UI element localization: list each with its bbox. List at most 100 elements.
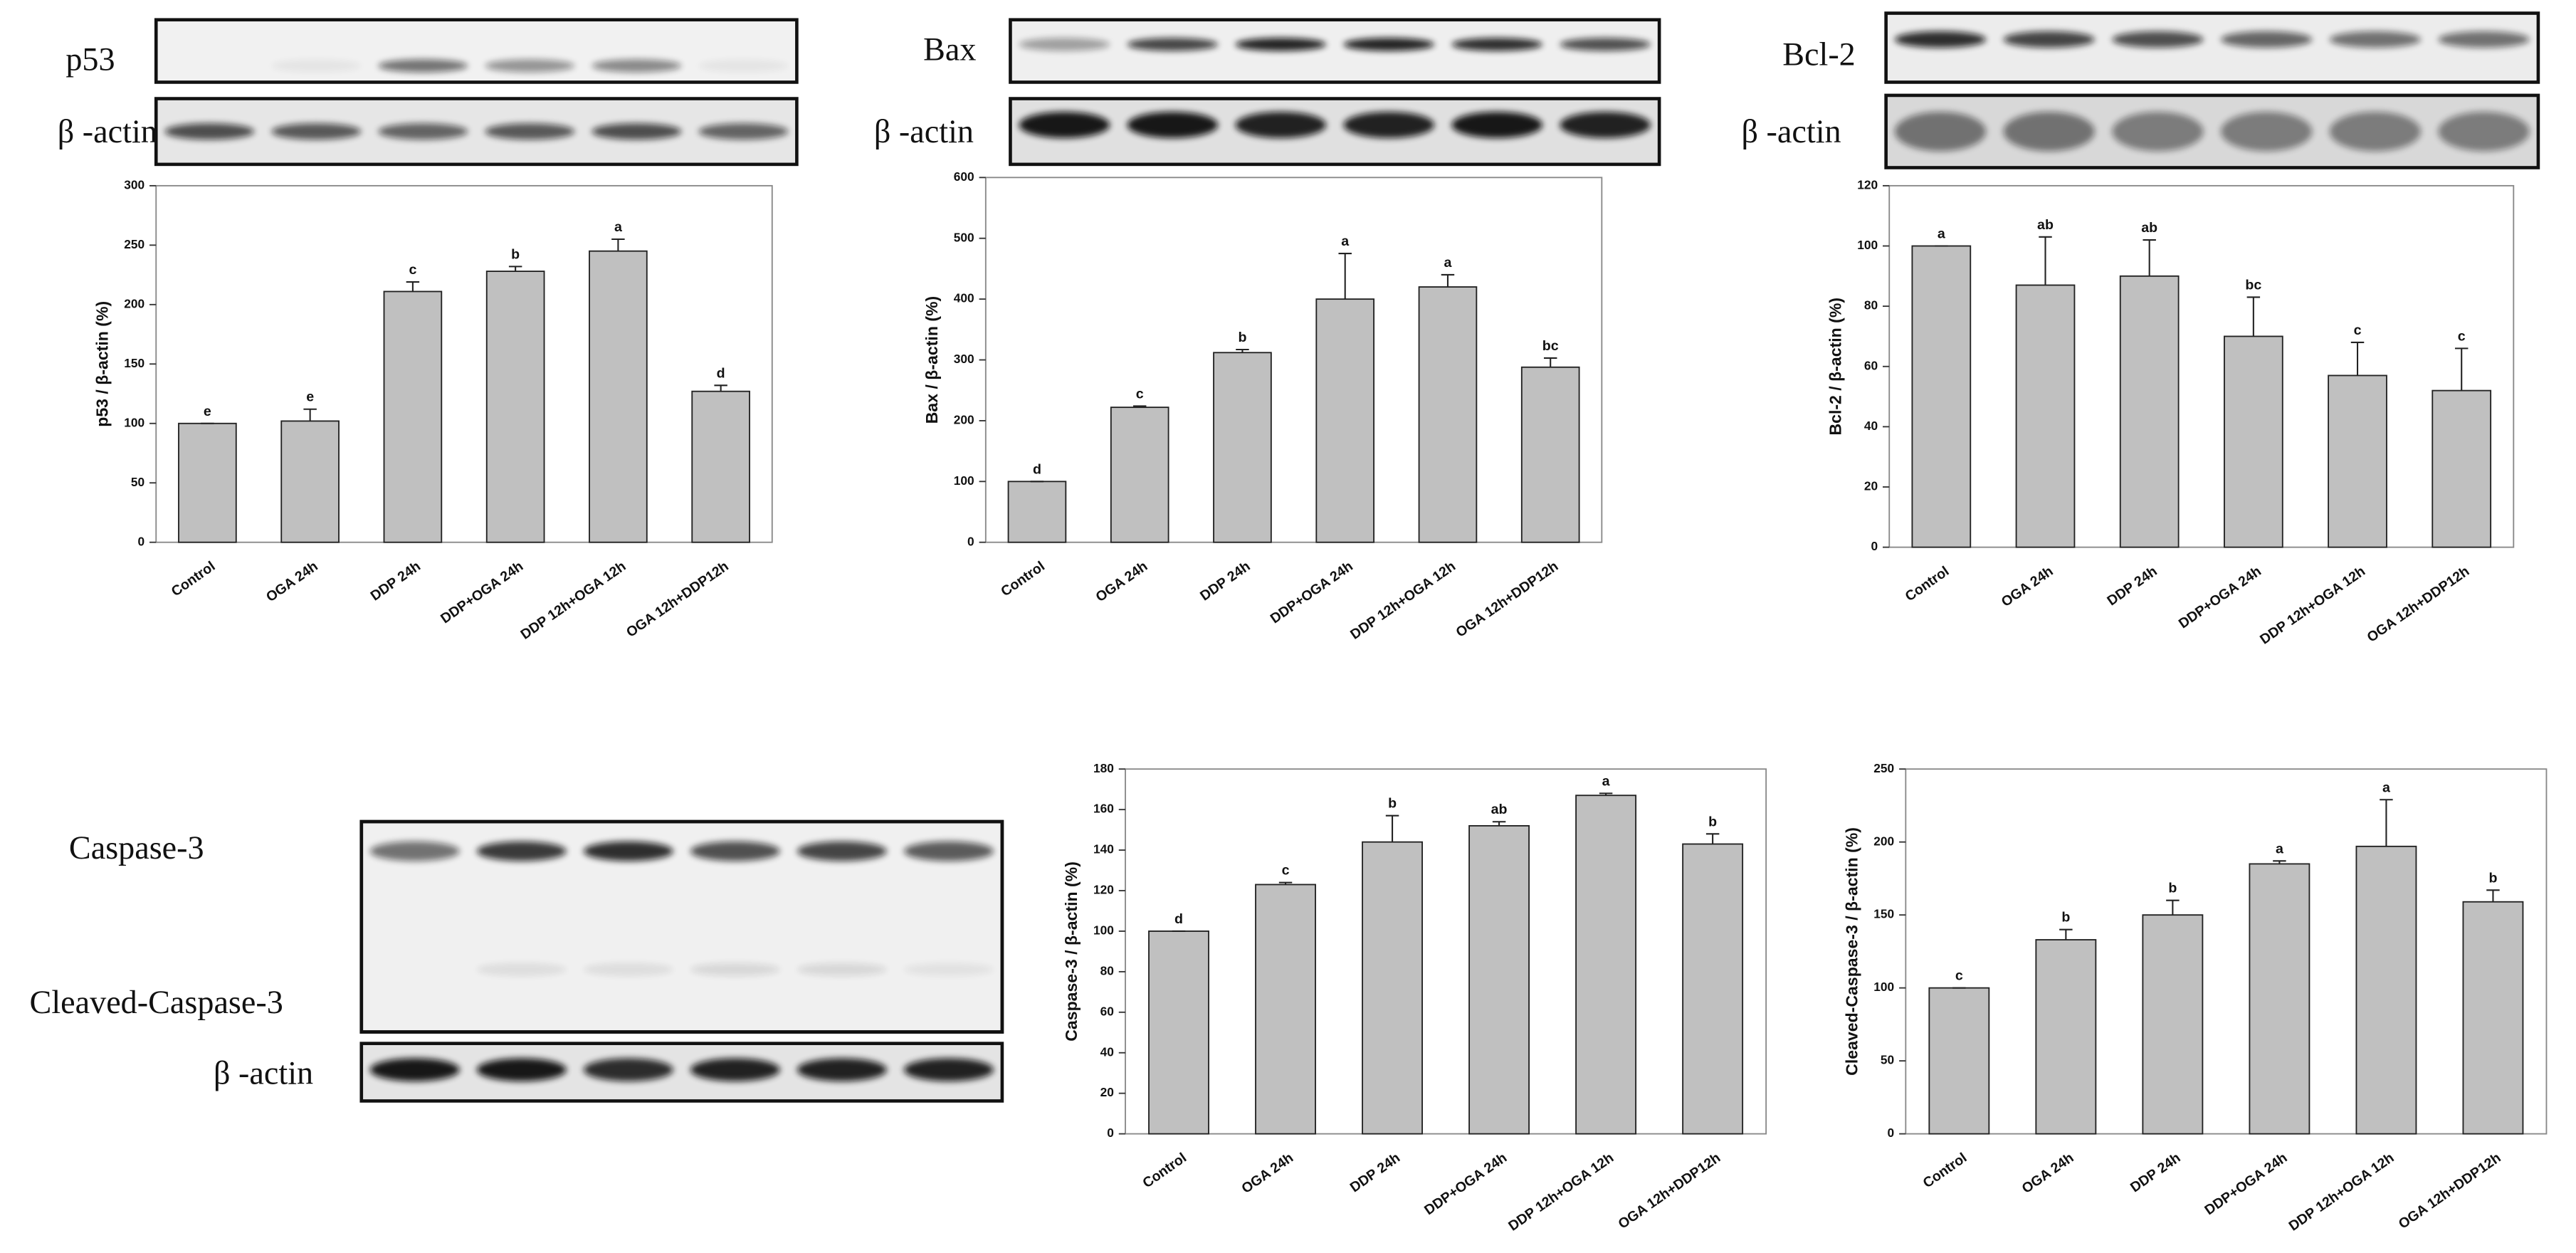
y-tick-label: 20 xyxy=(1100,1085,1114,1099)
x-tick-label: Control xyxy=(998,558,1048,599)
blot-frame xyxy=(154,97,799,167)
y-tick-label: 500 xyxy=(954,230,974,244)
x-tick-label: Control xyxy=(1920,1150,1970,1191)
bar xyxy=(383,290,443,543)
blot-frame xyxy=(1884,93,2540,169)
bar xyxy=(2015,284,2076,548)
blot-band xyxy=(476,963,567,977)
blot-frame xyxy=(1009,18,1661,84)
significance-letter: a xyxy=(2276,841,2284,856)
bar xyxy=(2142,914,2204,1135)
x-tick-label: DDP+OGA 24h xyxy=(2202,1150,2290,1218)
significance-letter: b xyxy=(2061,910,2070,926)
bar xyxy=(2035,939,2097,1135)
blot-label: p53 xyxy=(65,41,115,77)
significance-letter: ab xyxy=(2037,217,2054,233)
y-tick-label: 100 xyxy=(1093,923,1114,938)
blots xyxy=(154,11,2540,1103)
bar xyxy=(2462,901,2524,1135)
blot-label: Caspase-3 xyxy=(69,829,204,866)
bar xyxy=(1468,825,1530,1135)
blot-band xyxy=(2003,31,2095,48)
x-tick-label: OGA 24h xyxy=(2019,1150,2077,1197)
y-tick-label: 300 xyxy=(954,352,974,366)
blot-label: Cleaved-Caspase-3 xyxy=(30,984,283,1020)
blot-band xyxy=(903,841,994,861)
y-axis-label: p53 / β-actin (%) xyxy=(93,301,111,427)
blot-band xyxy=(903,1058,994,1081)
bar xyxy=(1418,286,1478,543)
plot-frame xyxy=(984,177,1603,543)
error-bar xyxy=(2059,928,2073,940)
bar xyxy=(1110,407,1169,543)
x-tick-label: DDP 12h+OGA 12h xyxy=(2257,563,2368,647)
x-tick-label: Control xyxy=(169,558,219,599)
significance-letter: c xyxy=(2354,323,2362,338)
blot-frame xyxy=(1009,97,1661,167)
blot-band xyxy=(271,123,362,140)
significance-letter: a xyxy=(1444,255,1453,271)
blot-band xyxy=(698,123,789,140)
bar xyxy=(280,420,340,543)
bar xyxy=(1682,843,1744,1135)
significance-letter: d xyxy=(717,365,725,381)
bar-chart: 0 50 100 150 200 250 Cleaved-Caspase-3 / β-act… xyxy=(1843,761,2548,1234)
y-tick-label: 150 xyxy=(124,356,144,370)
y-tick-label: 50 xyxy=(131,475,144,489)
x-tick-label: DDP 24h xyxy=(2104,563,2160,609)
significance-letter: c xyxy=(409,262,416,278)
error-bar xyxy=(1705,833,1720,844)
y-tick-label: 80 xyxy=(1864,298,1878,313)
bar xyxy=(2119,275,2180,548)
blot-band xyxy=(2220,31,2313,48)
y-axis-label: Caspase-3 / β-actin (%) xyxy=(1062,861,1081,1042)
error-bar xyxy=(1132,405,1147,408)
error-bar xyxy=(1599,792,1613,796)
y-tick-label: 100 xyxy=(1857,238,1878,252)
blot-band xyxy=(2220,112,2313,152)
bar-chart: 0 50 100 150 200 250 300 p53 / β-actin (%) e Cont… xyxy=(93,177,773,643)
error-bar xyxy=(1278,881,1293,885)
error-bar xyxy=(2350,341,2365,376)
blot-band xyxy=(2112,31,2204,48)
blot-band xyxy=(592,59,682,73)
significance-letter: c xyxy=(1282,863,1290,879)
x-tick-label: OGA 24h xyxy=(263,558,321,605)
significance-letter: b xyxy=(1238,330,1246,345)
blot-band xyxy=(592,123,682,140)
bar xyxy=(2328,374,2387,548)
significance-letter: e xyxy=(306,389,314,405)
blot-frame xyxy=(1884,11,2540,84)
x-tick-label: OGA 12h+DDP12h xyxy=(2396,1150,2504,1232)
plot-frame xyxy=(1125,768,1767,1135)
y-tick-label: 200 xyxy=(124,296,144,310)
blot-frame xyxy=(359,819,1004,1034)
significance-letter: c xyxy=(2458,328,2466,344)
blot-band xyxy=(797,963,887,977)
blot-band xyxy=(690,963,780,977)
blot-label: β -actin xyxy=(214,1054,313,1091)
bar xyxy=(2249,863,2310,1135)
y-tick-label: 0 xyxy=(1888,1126,1895,1140)
bar xyxy=(1362,841,1423,1135)
blot-band xyxy=(2438,31,2530,48)
blot-band xyxy=(1019,38,1110,51)
blot-label: β -actin xyxy=(58,113,157,150)
blot-band xyxy=(690,1058,780,1081)
y-tick-label: 120 xyxy=(1857,177,1878,192)
y-axis-label: Bcl-2 / β-actin (%) xyxy=(1826,298,1844,436)
x-tick-label: DDP 24h xyxy=(1197,558,1253,604)
x-tick-label: Control xyxy=(1140,1150,1189,1191)
bar xyxy=(1255,884,1316,1135)
bar xyxy=(485,271,545,543)
y-tick-label: 120 xyxy=(1093,883,1114,897)
error-bar xyxy=(2039,236,2052,285)
significance-letter: a xyxy=(2382,780,2391,795)
blot-band xyxy=(476,1058,567,1081)
y-tick-label: 20 xyxy=(1864,479,1878,493)
blot-band xyxy=(2003,112,2095,152)
error-bar xyxy=(508,266,522,272)
x-tick-label: DDP 24h xyxy=(2128,1150,2183,1195)
bar xyxy=(2355,845,2417,1135)
